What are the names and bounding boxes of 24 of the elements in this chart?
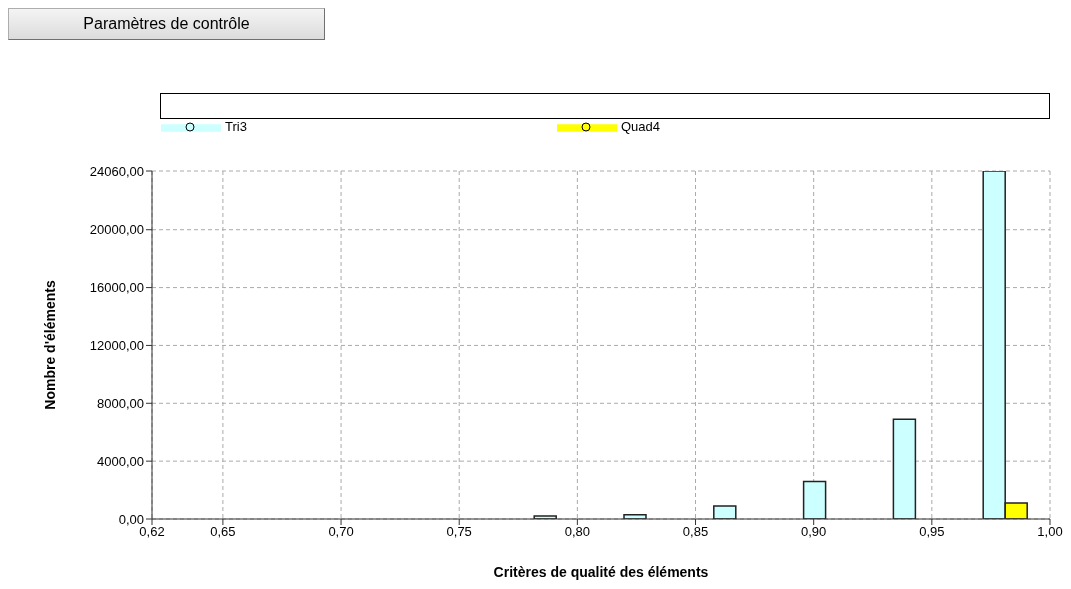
- y-tick-label: 12000,00: [89, 338, 144, 354]
- x-tick-label: 0,62: [139, 524, 165, 540]
- y-tick-label: 16000,00: [89, 280, 144, 296]
- y-axis-title: Nombre d'éléments: [41, 280, 58, 410]
- x-tick-label: 0,75: [446, 524, 472, 540]
- y-tick-label: 20000,00: [89, 222, 144, 238]
- x-tick-label: 1,00: [1037, 524, 1063, 540]
- legend-label: Tri3: [225, 119, 247, 135]
- y-tick-label: 0,00: [118, 511, 144, 527]
- x-tick-label: 0,70: [328, 524, 354, 540]
- y-tick-label: 8000,00: [97, 395, 144, 411]
- x-tick-label: 0,85: [682, 524, 709, 540]
- legend-label: Quad4: [620, 119, 660, 135]
- bar: [713, 505, 737, 519]
- bar: [802, 480, 827, 519]
- bar: [892, 418, 917, 519]
- x-tick-label: 0,65: [210, 524, 236, 540]
- y-tick-label: 24060,00: [89, 163, 144, 179]
- x-tick-label: 0,95: [919, 524, 945, 540]
- text: Paramètres de contrôle: [8, 8, 325, 40]
- x-tick-label: 0,80: [564, 524, 591, 540]
- x-tick-label: 0,90: [801, 524, 827, 540]
- x-axis-title: Critères de qualité des éléments: [493, 564, 709, 580]
- y-tick-label: 4000,00: [97, 453, 144, 469]
